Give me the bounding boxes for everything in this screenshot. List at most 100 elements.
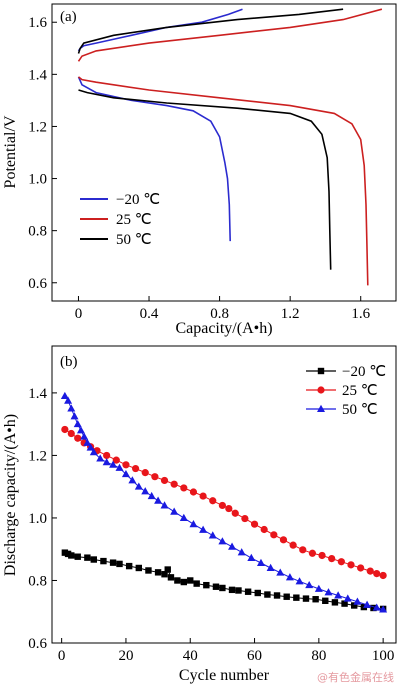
data-point-series-2 xyxy=(285,573,294,581)
data-point-series-2 xyxy=(256,558,265,566)
data-point-series-1 xyxy=(289,541,297,549)
y-tick-label: 1.4 xyxy=(28,67,47,83)
data-point-series-1 xyxy=(270,531,278,539)
data-point-series-2 xyxy=(86,443,95,451)
panel-a-x-ticks: 0 0.4 0.8 1.2 1.6 xyxy=(75,296,371,322)
data-point-series-2 xyxy=(276,568,285,576)
data-point-series-2 xyxy=(73,419,82,428)
data-point-series-2 xyxy=(115,463,124,471)
data-point-series-2 xyxy=(102,458,111,466)
data-point-series-2 xyxy=(189,520,198,528)
data-point-series-0 xyxy=(273,592,281,599)
data-point-series-2 xyxy=(89,448,98,456)
panel-a-discharge-curves: (a) 0 0.4 0.8 1.2 1.6 0.6 0.8 1.0 1.2 1.4 1.6 Cap… xyxy=(2,3,397,337)
panel-b-legend: −20 ℃ 25 ℃ 50 ℃ xyxy=(306,364,386,418)
data-point-series-1 xyxy=(231,509,239,517)
data-point-series-0 xyxy=(235,587,242,594)
data-point-series-0 xyxy=(135,564,143,572)
data-point-series-0 xyxy=(174,577,181,584)
data-point-series-1 xyxy=(112,456,120,464)
data-point-series-1 xyxy=(308,549,317,557)
data-point-series-1 xyxy=(225,504,233,513)
data-point-series-2 xyxy=(128,476,137,484)
data-point-series-2 xyxy=(160,501,169,509)
data-point-series-1 xyxy=(318,551,326,560)
y-tick-label: 1.0 xyxy=(28,172,47,188)
data-point-series-1 xyxy=(131,464,140,473)
x-tick-label: 20 xyxy=(118,648,133,664)
series-line-0 xyxy=(64,552,384,610)
data-point-series-1 xyxy=(241,514,249,523)
data-point-series-0 xyxy=(84,554,91,561)
data-point-series-2 xyxy=(237,548,246,556)
data-point-series-1 xyxy=(199,492,207,500)
data-point-series-2 xyxy=(83,438,92,446)
legend-label-series-1: 25 ℃ xyxy=(342,383,378,399)
data-point-series-0 xyxy=(145,567,152,574)
data-point-series-0 xyxy=(193,580,200,587)
data-point-series-1 xyxy=(357,564,365,572)
panel-b-x-ticks: 0 20 40 60 80 100 xyxy=(58,638,394,664)
data-point-series-1 xyxy=(250,520,259,528)
panel-b-y-axis-label: Discharge capacity/(A•h) xyxy=(2,414,19,576)
data-point-series-2 xyxy=(179,513,188,521)
data-point-series-0 xyxy=(302,595,310,602)
data-point-series-0 xyxy=(109,559,117,566)
legend-label-50: 50 ℃ xyxy=(116,232,152,248)
data-point-series-2 xyxy=(64,396,73,404)
data-point-series-0 xyxy=(322,597,329,604)
data-point-series-1 xyxy=(151,473,159,481)
x-tick-label: 0.4 xyxy=(140,306,159,322)
data-point-series-0 xyxy=(164,566,171,573)
data-point-series-2 xyxy=(80,432,89,440)
data-point-series-2 xyxy=(96,454,105,462)
data-point-series-2 xyxy=(334,591,343,599)
curve-charge-series-0 xyxy=(77,8,243,52)
data-point-series-2 xyxy=(134,482,143,490)
y-tick-label: 1.2 xyxy=(28,448,47,464)
data-point-series-2 xyxy=(372,603,381,611)
y-tick-label: 0.6 xyxy=(28,276,47,292)
data-point-series-1 xyxy=(328,554,336,563)
data-point-series-2 xyxy=(266,563,275,571)
panel-a-plot-area xyxy=(77,8,383,286)
data-point-series-0 xyxy=(203,581,210,589)
data-point-series-2 xyxy=(379,605,388,613)
data-point-series-2 xyxy=(228,542,237,550)
data-point-series-2 xyxy=(109,460,118,468)
y-tick-label: 1.4 xyxy=(28,386,47,402)
curve-charge-series-2 xyxy=(77,8,344,54)
data-point-series-1 xyxy=(180,484,188,492)
data-point-series-0 xyxy=(187,577,194,584)
data-point-series-2 xyxy=(70,412,79,420)
panel-a-legend: −20 ℃ 25 ℃ 50 ℃ xyxy=(80,192,160,248)
data-point-series-0 xyxy=(68,552,75,559)
data-point-series-1 xyxy=(209,497,217,505)
panel-b-x-axis-label: Cycle number xyxy=(179,667,270,684)
curve-charge-series-1 xyxy=(77,8,383,62)
panel-a-frame xyxy=(51,3,397,302)
data-point-series-0 xyxy=(331,599,339,606)
data-point-series-1 xyxy=(141,469,149,477)
y-tick-label: 1.2 xyxy=(28,119,47,135)
panel-a-label: (a) xyxy=(60,9,77,25)
data-point-series-1 xyxy=(189,488,198,496)
panel-a-y-axis-label: Potential/V xyxy=(2,115,19,188)
curve-discharge-series-1 xyxy=(78,76,369,286)
data-point-series-2 xyxy=(170,507,179,515)
x-tick-label: 0.8 xyxy=(210,306,229,322)
data-point-series-1 xyxy=(122,461,130,469)
data-point-series-2 xyxy=(353,597,362,605)
legend-label-series-2: 50 ℃ xyxy=(342,402,378,418)
legend-label-series-0: −20 ℃ xyxy=(342,364,386,380)
data-point-series-2 xyxy=(314,584,323,592)
data-point-series-0 xyxy=(212,583,220,590)
data-point-series-1 xyxy=(347,561,355,569)
data-point-series-1 xyxy=(160,476,169,485)
data-point-series-0 xyxy=(61,549,69,556)
data-point-series-2 xyxy=(199,525,208,533)
x-tick-label: 80 xyxy=(311,648,326,664)
y-tick-label: 0.6 xyxy=(28,636,47,652)
data-point-series-2 xyxy=(67,404,76,412)
